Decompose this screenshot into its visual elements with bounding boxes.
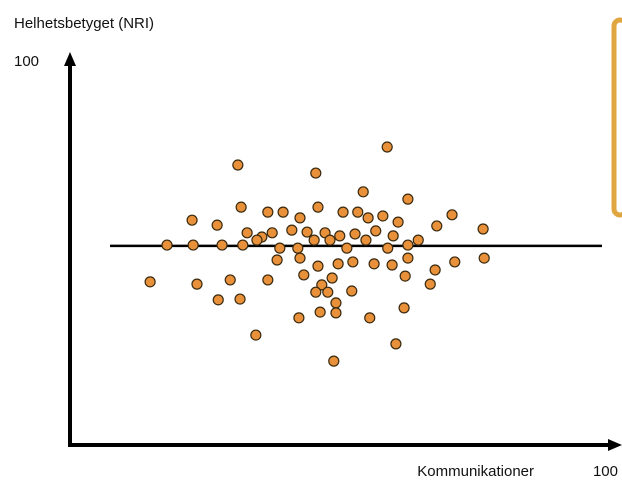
point — [251, 234, 263, 246]
point — [322, 286, 334, 298]
point — [224, 274, 236, 286]
x-tick-label: 100 — [593, 463, 618, 480]
point — [293, 312, 305, 324]
point — [250, 329, 262, 341]
point — [402, 193, 414, 205]
point — [390, 338, 402, 350]
side-panel — [611, 17, 622, 218]
point — [216, 239, 228, 251]
point — [364, 312, 376, 324]
point — [271, 254, 283, 266]
point — [381, 141, 393, 153]
point — [370, 225, 382, 237]
point — [357, 186, 369, 198]
point — [316, 279, 328, 291]
point — [446, 209, 458, 221]
point — [232, 159, 244, 171]
point — [298, 269, 310, 281]
point — [341, 242, 353, 254]
point — [347, 256, 359, 268]
point — [277, 206, 289, 218]
point — [332, 258, 344, 270]
point — [161, 239, 173, 251]
point — [412, 234, 424, 246]
point — [212, 294, 224, 306]
point — [478, 252, 490, 264]
point — [237, 239, 249, 251]
point — [346, 285, 358, 297]
point — [337, 206, 349, 218]
point — [399, 270, 411, 282]
point — [429, 264, 441, 276]
point — [392, 216, 404, 228]
point — [326, 272, 338, 284]
point — [286, 224, 298, 236]
point — [310, 167, 322, 179]
point — [398, 302, 410, 314]
x-arrow — [608, 439, 622, 451]
point — [274, 242, 286, 254]
point — [402, 239, 414, 251]
point — [266, 227, 278, 239]
point — [330, 297, 342, 309]
point — [368, 258, 380, 270]
point — [292, 242, 304, 254]
point — [186, 214, 198, 226]
point — [424, 278, 436, 290]
y-tick-label: 100 — [14, 53, 39, 70]
point — [362, 212, 374, 224]
point — [235, 201, 247, 213]
point — [187, 239, 199, 251]
point — [360, 234, 372, 246]
point — [352, 206, 364, 218]
point — [310, 286, 322, 298]
point — [312, 201, 324, 213]
point — [234, 293, 246, 305]
point — [402, 252, 414, 264]
point — [312, 260, 324, 272]
point — [191, 278, 203, 290]
point — [330, 307, 342, 319]
point — [262, 274, 274, 286]
point — [449, 256, 461, 268]
point — [382, 242, 394, 254]
point — [386, 259, 398, 271]
point — [328, 355, 340, 367]
x-axis-label: Kommunikationer — [417, 463, 534, 480]
point — [314, 306, 326, 318]
point — [294, 212, 306, 224]
point — [262, 206, 274, 218]
point — [294, 252, 306, 264]
y-arrow — [64, 52, 76, 66]
point — [324, 234, 336, 246]
point — [349, 228, 361, 240]
point — [334, 230, 346, 242]
point — [308, 234, 320, 246]
point — [241, 227, 253, 239]
point — [211, 219, 223, 231]
point — [377, 210, 389, 222]
y-axis-label: Helhetsbetyget (NRI) — [14, 15, 154, 32]
point — [301, 226, 313, 238]
point — [431, 220, 443, 232]
point — [477, 223, 489, 235]
point — [387, 230, 399, 242]
point — [144, 276, 156, 288]
